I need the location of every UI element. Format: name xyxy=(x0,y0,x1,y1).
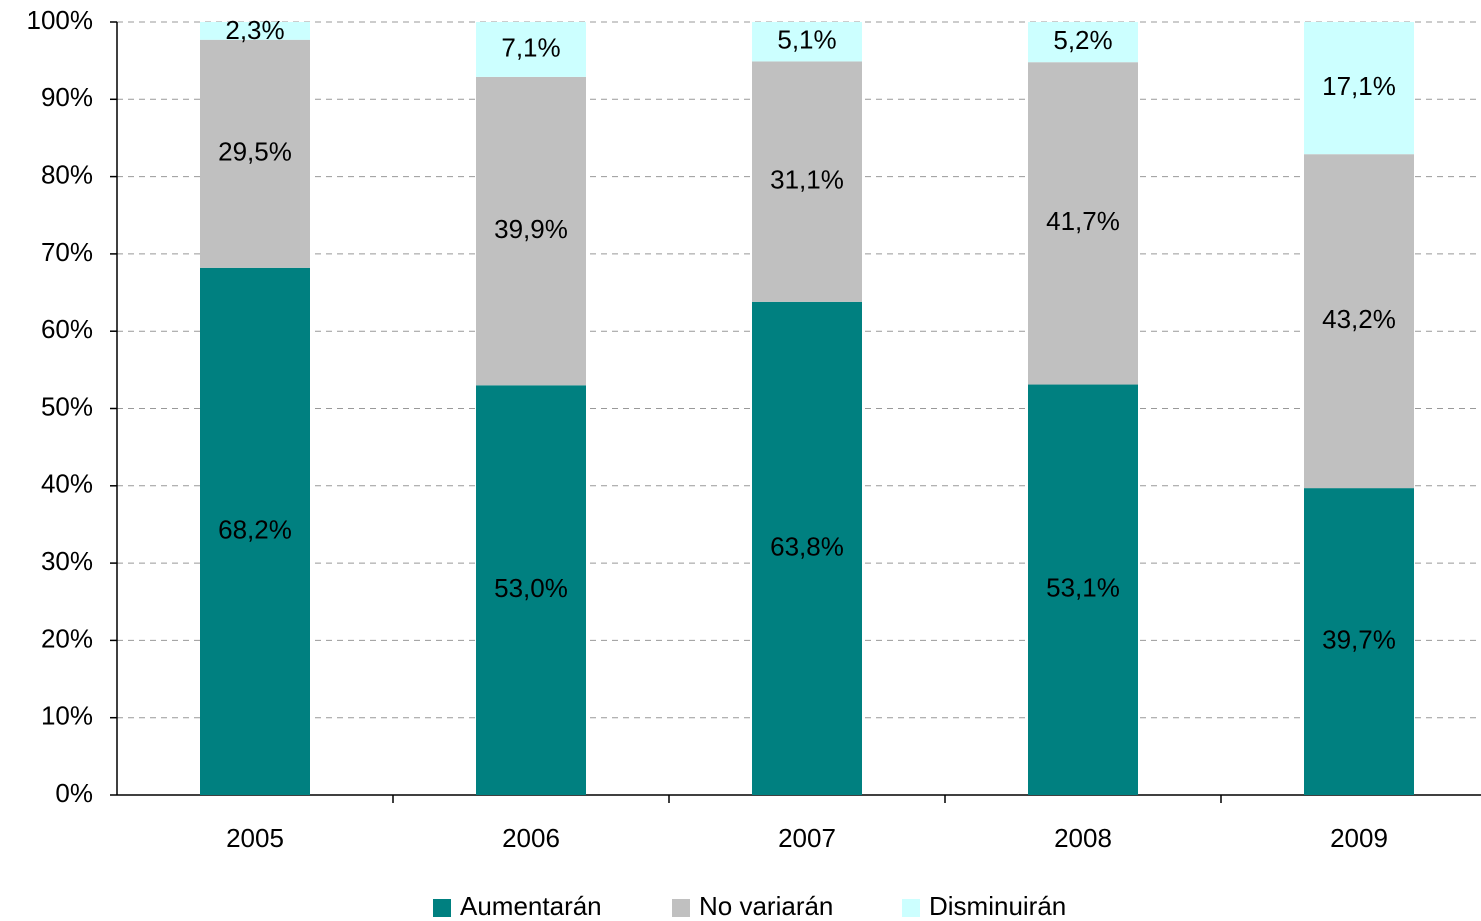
value-label: 39,9% xyxy=(494,214,568,244)
y-tick-label: 40% xyxy=(41,469,93,499)
value-label: 5,1% xyxy=(777,25,836,55)
x-tick-label: 2005 xyxy=(226,823,284,853)
x-tick-label: 2009 xyxy=(1330,823,1388,853)
value-label: 41,7% xyxy=(1046,206,1120,236)
value-label: 17,1% xyxy=(1322,71,1396,101)
value-label: 43,2% xyxy=(1322,304,1396,334)
bar-segment xyxy=(1304,22,1414,155)
bar-segment xyxy=(476,22,586,77)
value-label: 29,5% xyxy=(218,137,292,167)
bar-segment xyxy=(200,267,310,796)
bar-segment xyxy=(1304,154,1414,489)
legend-swatch xyxy=(433,899,451,917)
value-label: 31,1% xyxy=(770,164,844,194)
y-tick-label: 20% xyxy=(41,623,93,653)
legend-swatch xyxy=(672,899,690,917)
y-tick-label: 30% xyxy=(41,546,93,576)
value-label: 53,1% xyxy=(1046,573,1120,603)
bar-segment xyxy=(476,385,586,795)
legend-label: No variarán xyxy=(699,891,833,921)
y-tick-label: 80% xyxy=(41,159,93,189)
x-tick-label: 2006 xyxy=(502,823,560,853)
y-tick-label: 100% xyxy=(27,5,94,35)
legend-label: Disminuirán xyxy=(929,891,1066,921)
y-tick-label: 50% xyxy=(41,391,93,421)
value-label: 2,3% xyxy=(225,15,284,45)
bar-segment xyxy=(752,61,862,302)
x-tick-label: 2007 xyxy=(778,823,836,853)
value-label: 53,0% xyxy=(494,573,568,603)
y-tick-label: 60% xyxy=(41,314,93,344)
value-label: 68,2% xyxy=(218,514,292,544)
legend-swatch xyxy=(902,899,920,917)
bar-segment xyxy=(200,22,310,40)
y-tick-label: 70% xyxy=(41,237,93,267)
bar-segment xyxy=(1304,488,1414,795)
x-tick-label: 2008 xyxy=(1054,823,1112,853)
value-label: 7,1% xyxy=(501,32,560,62)
value-label: 39,7% xyxy=(1322,624,1396,654)
bar-segment xyxy=(200,39,310,268)
bar-segment xyxy=(476,76,586,386)
bar-segment xyxy=(1028,384,1138,795)
y-tick-label: 90% xyxy=(41,82,93,112)
y-tick-label: 10% xyxy=(41,701,93,731)
bar-segment xyxy=(752,301,862,795)
value-label: 5,2% xyxy=(1053,25,1112,55)
value-label: 63,8% xyxy=(770,531,844,561)
bar-segment xyxy=(752,22,862,62)
y-tick-label: 0% xyxy=(55,778,93,808)
bar-segment xyxy=(1028,22,1138,63)
bar-segment xyxy=(1028,62,1138,385)
legend-label: Aumentarán xyxy=(460,891,602,921)
